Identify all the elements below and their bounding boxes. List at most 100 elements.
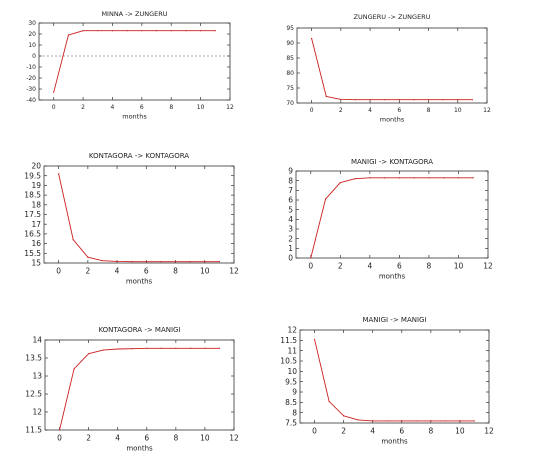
x-tick-label: 2 (341, 427, 346, 436)
chart-title: KONTAGORA -> MANIGI (98, 326, 180, 334)
data-point (311, 37, 313, 40)
x-tick-label: 8 (173, 434, 178, 443)
data-point (339, 182, 341, 184)
x-tick-label: 8 (427, 262, 432, 271)
data-point (369, 177, 371, 179)
data-point (457, 177, 460, 179)
data-point (97, 30, 99, 32)
data-point (58, 173, 60, 175)
data-point (53, 91, 55, 93)
x-tick-label: 8 (428, 427, 433, 436)
y-tick-label: 19 (31, 181, 41, 190)
data-point (145, 261, 147, 263)
data-point (415, 420, 417, 422)
chart-panel-2: ZUNGERU -> ZUNGERU 0 2 4 6 8 10 12 95 90 85 80 75 70 m… (286, 13, 491, 124)
data-point (398, 177, 400, 179)
series-line (311, 38, 473, 101)
y-tick-label: 19.5 (24, 171, 41, 180)
data-point (88, 353, 90, 355)
y-tick-label: -20 (26, 75, 36, 82)
data-point (218, 261, 220, 263)
y-tick-label: 9 (288, 167, 293, 176)
y-tick-label: 95 (286, 25, 294, 32)
y-tick-label: 2 (288, 234, 293, 243)
x-tick-label: 2 (81, 104, 85, 111)
x-tick-label: 4 (115, 434, 120, 443)
y-tick-label: 11.5 (25, 426, 42, 435)
data-point (413, 99, 415, 101)
data-point (58, 429, 61, 431)
data-point (459, 420, 461, 422)
y-tick-label: -10 (26, 64, 36, 71)
x-tick-label: 0 (308, 262, 313, 271)
y-tick-label: 7 (288, 186, 293, 195)
data-point (87, 256, 89, 258)
y-tick-label: 80 (286, 70, 294, 77)
x-tick-label: 4 (367, 262, 372, 271)
data-point (214, 30, 216, 32)
data-point (189, 347, 191, 349)
plot-frame (44, 339, 235, 431)
x-tick-label: 2 (86, 434, 91, 443)
y-tick-label: 7.5 (285, 419, 297, 428)
series-line (53, 30, 216, 93)
x-axis-label: months (122, 113, 147, 121)
data-point (141, 30, 143, 32)
chart-title: MANIGI -> KONTAGORA (351, 158, 433, 166)
y-tick-label: -30 (26, 86, 36, 93)
data-point (185, 30, 187, 32)
x-tick-label: 4 (115, 267, 120, 276)
y-tick-label: 18 (31, 200, 41, 209)
data-point (189, 261, 191, 263)
data-point (101, 260, 104, 262)
data-point (354, 178, 356, 180)
series-line (58, 173, 220, 263)
x-tick-label: 0 (52, 104, 56, 111)
data-point (73, 368, 75, 370)
chart-title: MANIGI -> MANIGI (362, 316, 426, 324)
x-tick-label: 2 (338, 262, 343, 271)
data-point (427, 99, 430, 101)
x-tick-label: 0 (57, 434, 62, 443)
x-tick-label: 6 (140, 104, 144, 111)
data-point (444, 420, 446, 422)
data-point (384, 99, 386, 101)
x-axis-label: months (381, 438, 408, 446)
y-tick-label: 10 (287, 367, 297, 376)
data-point (325, 95, 327, 97)
x-axis-label: months (380, 116, 405, 124)
chart-title: KONTAGORA -> KONTAGORA (89, 152, 189, 160)
x-tick-label: 2 (339, 107, 343, 114)
data-point (324, 198, 327, 200)
data-point (343, 415, 345, 417)
x-tick-label: 0 (56, 267, 61, 276)
data-point (146, 347, 148, 349)
data-point (430, 420, 432, 422)
x-tick-label: 12 (226, 104, 234, 111)
data-point (131, 261, 133, 263)
x-tick-label: 10 (200, 434, 210, 443)
chart-panel-1: MINNA -> ZUNGERU 0 2 4 6 8 10 12 30 20 10 0 -10 -20 -3… (26, 10, 234, 121)
data-point (175, 347, 177, 349)
y-tick-label: 17 (31, 220, 41, 229)
data-point (413, 177, 415, 179)
x-tick-label: 12 (229, 434, 239, 443)
data-point (82, 30, 84, 32)
plot-frame (295, 170, 489, 259)
data-point (117, 348, 119, 350)
plot-frame (299, 329, 490, 424)
data-point (340, 98, 342, 100)
data-point (443, 177, 445, 179)
x-tick-label: 8 (169, 104, 173, 111)
x-axis-label: months (126, 445, 153, 453)
y-tick-label: 13.5 (25, 354, 42, 363)
chart-title: ZUNGERU -> ZUNGERU (354, 13, 431, 21)
y-tick-label: 0 (32, 53, 36, 60)
data-point (126, 30, 128, 32)
plot-frame (38, 22, 231, 101)
x-tick-label: 12 (483, 107, 491, 114)
data-point (472, 177, 474, 179)
x-tick-label: 6 (144, 267, 149, 276)
